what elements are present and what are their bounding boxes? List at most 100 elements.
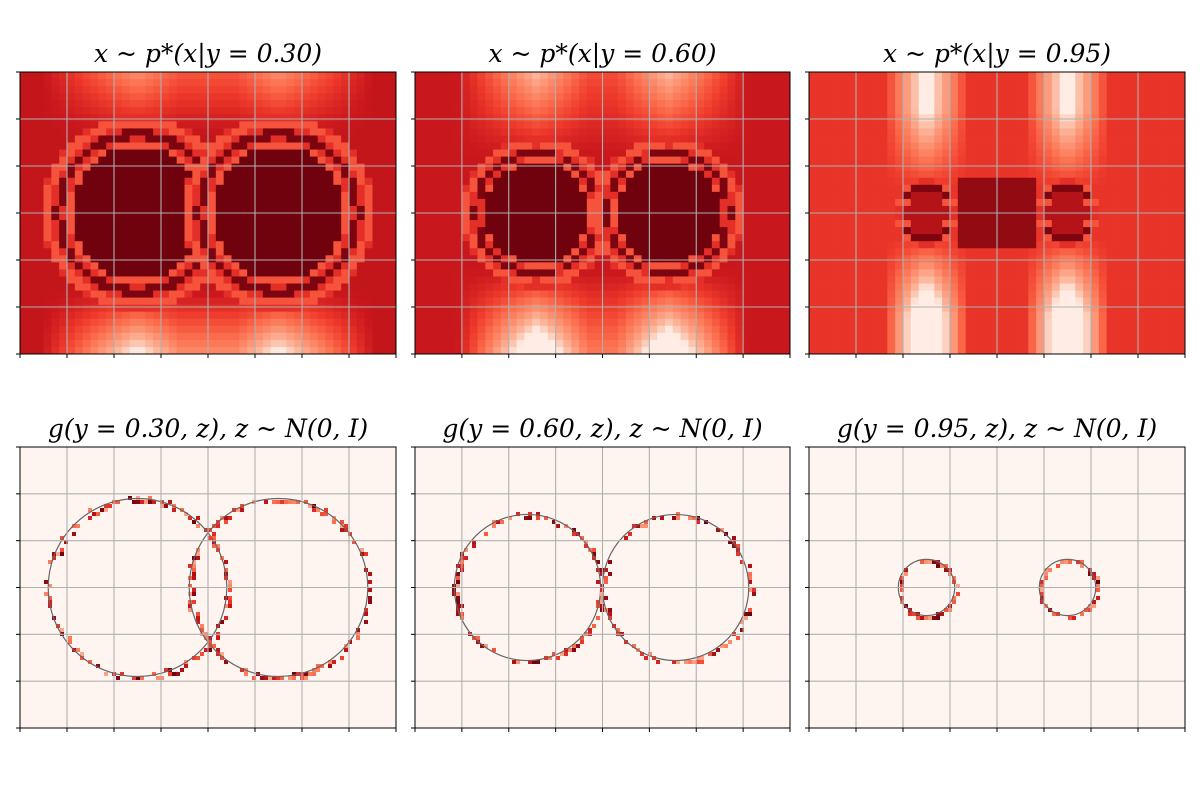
sample-pixel [364,612,368,616]
sample-pixel [456,576,460,580]
sample-pixel [152,500,156,504]
sample-pixel [484,532,488,536]
sample-pixel [96,512,100,516]
sample-pixel [264,500,268,504]
sample-pixel [692,516,696,520]
sample-pixel [172,508,176,512]
sample-pixel [76,524,80,528]
sample-pixel [452,592,456,596]
sample-pixel [228,588,232,592]
sample-pixel [640,652,644,656]
sample-pixel [636,524,640,528]
sample-pixel [196,620,200,624]
sample-pixel [1044,576,1048,580]
sample-pixel [96,664,100,668]
grid-lines [20,72,396,354]
sample-pixel [44,592,48,596]
sample-pixel [932,616,936,620]
sample-pixel [240,508,244,512]
sample-pixel [548,656,552,660]
sample-pixel [748,564,752,568]
sample-pixel [524,516,528,520]
sample-pixel [272,500,276,504]
sample-pixel [580,636,584,640]
sample-pixel [632,644,636,648]
sample-pixel [1080,612,1084,616]
sample-pixel [272,676,276,680]
sample-pixel [576,644,580,648]
sample-pixel [216,636,220,640]
sample-pixel [1096,596,1100,600]
sample-pixel [152,672,156,676]
sample-pixel [1092,572,1096,576]
sample-pixel [920,616,924,620]
sample-pixel [572,644,576,648]
sample-pixel [924,616,928,620]
sample-pixel [320,512,324,516]
sample-pixel [92,512,96,516]
sample-pixel [188,608,192,612]
sample-pixel [340,656,344,660]
sample-pixel [60,628,64,632]
sample-pixel [208,644,212,648]
sample-pixel [60,552,64,556]
sample-pixel [716,528,720,532]
sample-pixel [356,636,360,640]
sample-pixel [724,644,728,648]
sample-pixel [316,664,320,668]
sample-pixel [212,544,216,548]
sample-pixel [472,540,476,544]
sample-pixel [344,524,348,528]
sample-pixel [228,516,232,520]
sample-pixel [944,608,948,612]
sample-pixel [292,500,296,504]
sample-pixel [316,508,320,512]
sample-pixel [216,648,220,652]
sample-pixel [88,516,92,520]
sample-pixel [328,664,332,668]
sample-pixel [624,640,628,644]
sample-pixel [340,520,344,524]
sample-pixel [192,564,196,568]
sample-pixel [296,500,300,504]
sample-pixel [60,536,64,540]
sample-pixel [252,676,256,680]
sample-pixel [68,640,72,644]
sample-pixel [492,524,496,528]
sample-pixel [216,524,220,528]
sample-pixel [136,676,140,680]
sample-pixel [920,560,924,564]
panel-samples-y-0.30: g(y = 0.30, z), z ~ N(0, I) [16,414,397,732]
sample-pixel [608,560,612,564]
sample-pixel [48,600,52,604]
sample-pixel [224,568,228,572]
sample-pixel [712,652,716,656]
sample-pixel [276,676,280,680]
sample-pixel [696,656,700,660]
sample-pixel [1072,616,1076,620]
sample-pixel [584,544,588,548]
sample-pixel [456,592,460,596]
sample-pixel [944,568,948,572]
sample-pixel [700,656,704,660]
sample-pixel [692,660,696,664]
sample-pixel [1068,616,1072,620]
sample-pixel [116,676,120,680]
sample-pixel [144,500,148,504]
sample-pixel [624,536,628,540]
sample-pixel [472,544,476,548]
sample-pixel [568,648,572,652]
sample-pixel [260,676,264,680]
sample-pixel [352,540,356,544]
sample-pixel [1080,560,1084,564]
sample-pixel [224,520,228,524]
sample-pixel [156,676,160,680]
sample-pixel [216,544,220,548]
sample-pixel [588,628,592,632]
sample-pixel [696,520,700,524]
sample-pixel [640,524,644,528]
sample-pixel [188,604,192,608]
sample-pixel [720,528,724,532]
sample-pixel [192,520,196,524]
